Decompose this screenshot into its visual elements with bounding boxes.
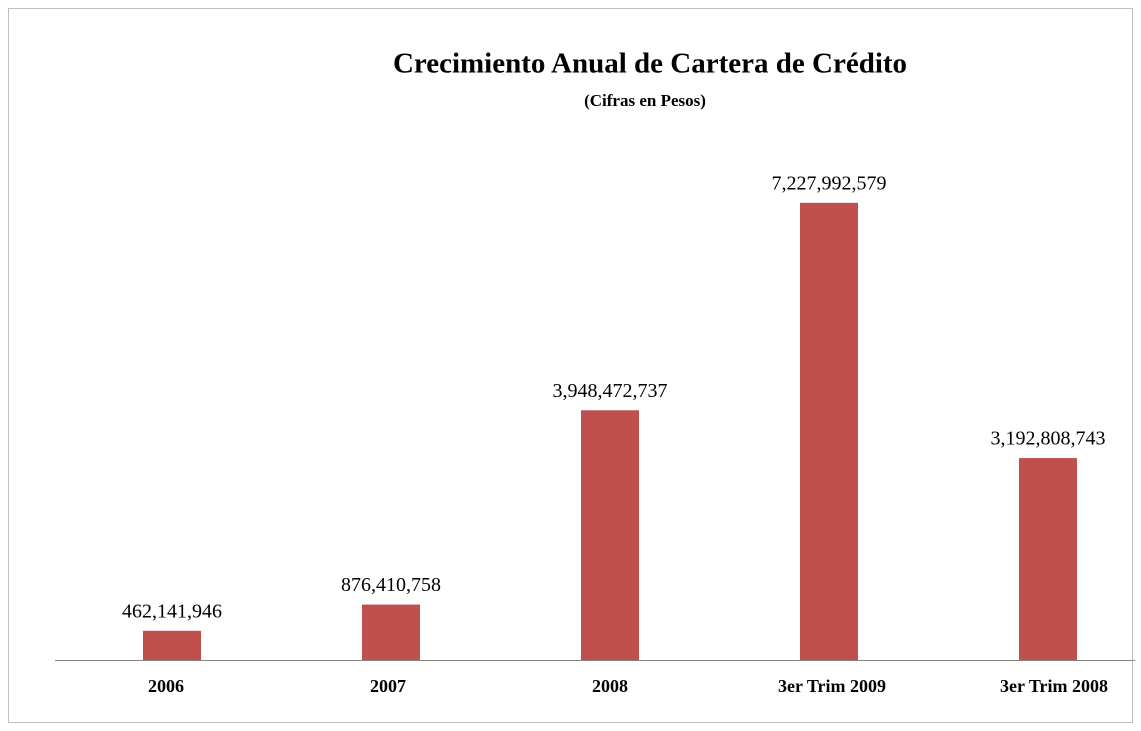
- chart-border: [8, 8, 1133, 723]
- value-label: 3,192,808,743: [991, 428, 1106, 450]
- x-tick-label: 2007: [370, 676, 406, 696]
- bar: [143, 630, 201, 660]
- value-label: 876,410,758: [341, 574, 441, 596]
- x-tick-label: 3er Trim 2009: [778, 676, 886, 696]
- bar: [362, 604, 420, 660]
- bar: [1019, 458, 1077, 660]
- x-tick-label: 2008: [592, 676, 628, 696]
- bar: [581, 410, 639, 660]
- bar: [800, 202, 858, 660]
- chart-subtitle: (Cifras en Pesos): [584, 91, 706, 110]
- chart-title: Crecimiento Anual de Cartera de Crédito: [393, 48, 907, 80]
- value-label: 3,948,472,737: [553, 380, 668, 402]
- x-tick-label: 3er Trim 2008: [1000, 676, 1108, 696]
- value-label: 7,227,992,579: [772, 172, 887, 194]
- value-label: 462,141,946: [122, 600, 222, 622]
- x-tick-label: 2006: [148, 676, 184, 696]
